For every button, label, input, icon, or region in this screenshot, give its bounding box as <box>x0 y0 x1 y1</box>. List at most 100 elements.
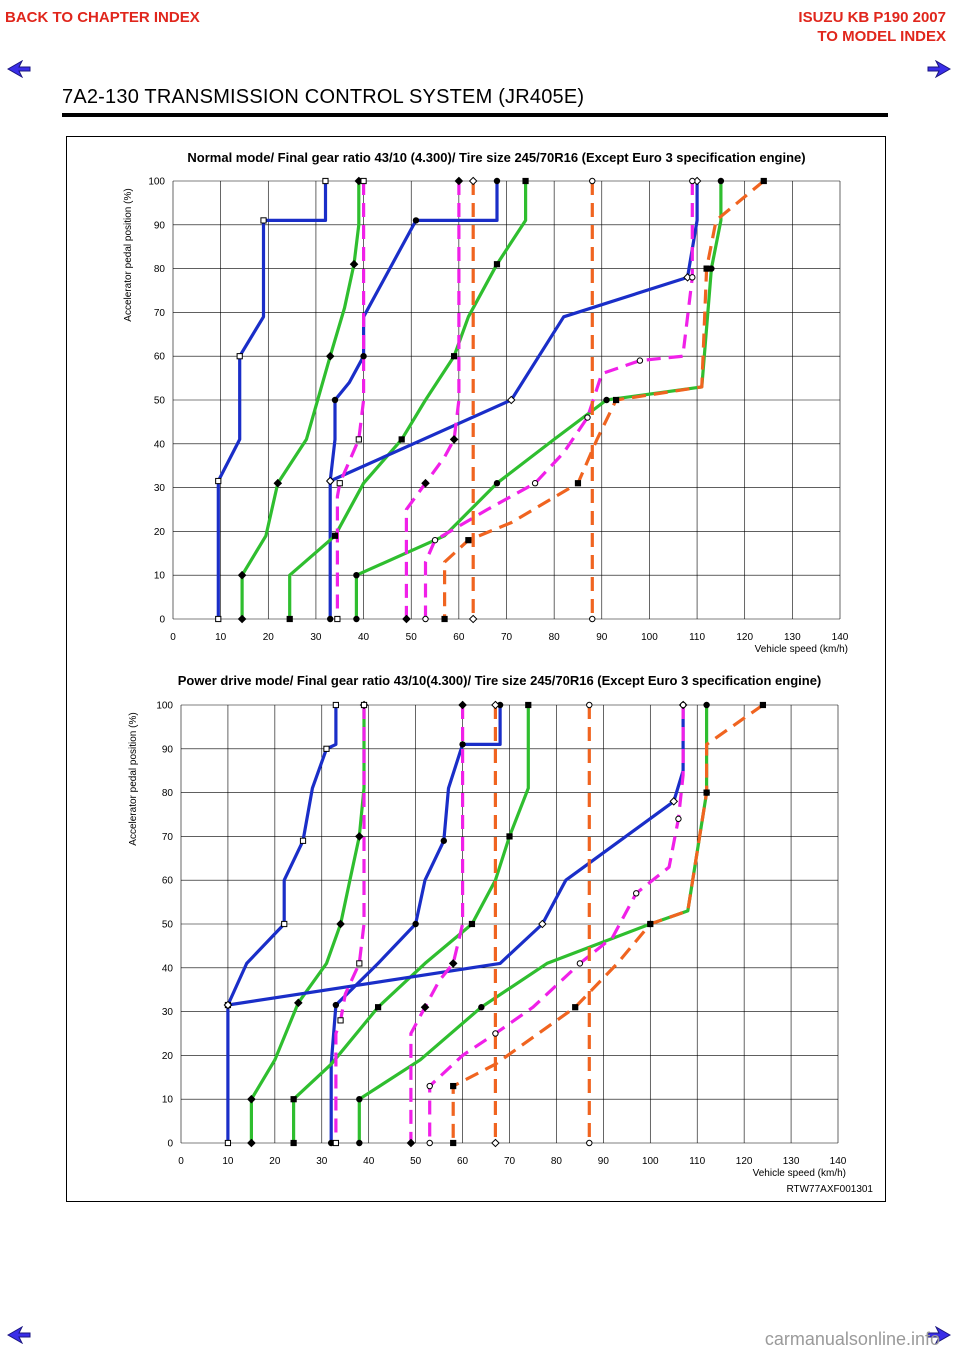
series-line-lock-up-off-3rd- <box>409 705 465 1143</box>
x-tick-label: 120 <box>736 632 753 643</box>
data-point-marker <box>584 414 591 421</box>
data-point-marker <box>506 833 513 840</box>
data-point-marker <box>458 700 467 710</box>
data-point-marker <box>492 1030 499 1037</box>
next-page-arrow-icon[interactable] <box>926 1326 952 1344</box>
data-point-marker <box>468 176 478 186</box>
data-point-marker <box>247 1138 256 1148</box>
series-line-lock-up-on-3rd- <box>335 181 366 619</box>
data-point-marker <box>286 615 293 623</box>
data-point-marker <box>356 960 363 967</box>
x-tick-label: 70 <box>501 632 513 643</box>
data-point-marker <box>703 701 710 709</box>
data-point-marker <box>322 177 329 185</box>
y-tick-label: 10 <box>154 571 166 582</box>
data-point-marker <box>323 745 330 752</box>
data-point-marker <box>223 1000 233 1010</box>
y-tick-label: 20 <box>154 527 166 538</box>
chart-title: Power drive mode/ Final gear ratio 43/10… <box>178 673 822 688</box>
data-point-marker <box>290 1096 297 1103</box>
data-point-marker <box>493 177 501 185</box>
x-tick-label: 0 <box>170 632 176 643</box>
y-tick-label: 10 <box>162 1095 174 1106</box>
data-point-marker <box>633 890 640 897</box>
data-point-marker <box>420 1002 430 1012</box>
data-point-marker <box>675 815 682 823</box>
data-point-marker <box>574 480 582 487</box>
y-tick-label: 0 <box>159 615 165 626</box>
data-point-marker <box>336 480 343 487</box>
x-tick-label: 30 <box>310 632 322 643</box>
data-point-marker <box>679 701 687 709</box>
back-to-chapter-index-link[interactable]: BACK TO CHAPTER INDEX <box>5 9 200 26</box>
next-page-arrow-icon[interactable] <box>926 60 952 78</box>
data-point-marker <box>260 217 267 224</box>
x-tick-label: 40 <box>363 1156 375 1167</box>
data-point-marker <box>612 396 620 404</box>
data-point-marker <box>294 998 303 1008</box>
data-point-marker <box>375 1004 382 1011</box>
y-tick-label: 40 <box>154 439 166 450</box>
header-divider <box>62 113 888 117</box>
data-point-marker <box>426 1082 433 1090</box>
data-point-marker <box>576 960 584 967</box>
model-title-link[interactable]: ISUZU KB P190 2007 <box>798 9 946 26</box>
prev-page-arrow-icon[interactable] <box>6 1326 32 1344</box>
series-line-3-2-downshift <box>288 181 528 619</box>
data-point-marker <box>589 615 596 623</box>
data-point-marker <box>355 832 364 841</box>
to-model-index-link[interactable]: TO MODEL INDEX <box>817 28 946 45</box>
y-tick-label: 50 <box>162 920 174 931</box>
data-point-marker <box>356 1139 363 1147</box>
chart-title: Normal mode/ Final gear ratio 43/10 (4.3… <box>187 150 805 165</box>
x-tick-label: 120 <box>736 1156 753 1167</box>
series-line-2-1-downshift <box>240 181 361 619</box>
data-point-marker <box>636 357 644 364</box>
series-line-lock-up-on-3rd- <box>334 705 366 1143</box>
data-point-marker <box>421 478 430 488</box>
y-axis-label: Accelerator pedal position (%) <box>123 188 134 321</box>
y-tick-label: 80 <box>154 264 166 275</box>
y-axis-label: Accelerator pedal position (%) <box>128 712 139 845</box>
data-point-marker <box>290 1139 297 1147</box>
x-axis-label: Vehicle speed (km/h) <box>755 644 848 655</box>
data-point-marker <box>450 353 458 360</box>
x-tick-label: 110 <box>689 632 705 643</box>
data-point-marker <box>586 1139 593 1147</box>
data-point-marker <box>703 789 710 796</box>
x-tick-label: 90 <box>598 1156 610 1167</box>
data-point-marker <box>332 701 339 709</box>
data-point-marker <box>360 701 368 709</box>
data-point-marker <box>237 614 247 624</box>
chart-2: Power drive mode/ Final gear ratio 43/10… <box>128 673 873 1195</box>
data-point-marker <box>759 701 767 709</box>
series-line-lock-up-off-4th- <box>451 703 764 1143</box>
data-point-marker <box>450 1082 457 1090</box>
data-point-marker <box>337 1017 344 1024</box>
y-tick-label: 100 <box>156 701 173 712</box>
data-point-marker <box>353 572 360 579</box>
x-tick-label: 130 <box>784 632 801 643</box>
x-tick-label: 10 <box>222 1156 234 1167</box>
x-tick-label: 40 <box>358 632 370 643</box>
x-tick-label: 30 <box>316 1156 328 1167</box>
data-point-marker <box>356 1096 363 1103</box>
data-point-marker <box>325 351 335 361</box>
series-line-4-3-downshift <box>354 181 723 619</box>
x-tick-label: 90 <box>596 632 608 643</box>
data-point-marker <box>353 615 360 623</box>
data-point-marker <box>468 614 478 624</box>
data-point-marker <box>402 614 411 624</box>
data-point-marker <box>327 615 334 623</box>
data-point-marker <box>422 615 429 623</box>
y-tick-label: 70 <box>162 832 174 843</box>
y-tick-label: 60 <box>162 876 174 887</box>
watermark-text: carmanualsonline.info <box>764 1329 940 1349</box>
series-line-2-1-downshift <box>249 705 366 1143</box>
series-line-3-2-downshift <box>292 705 530 1143</box>
y-tick-label: 30 <box>154 483 166 494</box>
prev-page-arrow-icon[interactable] <box>6 60 32 78</box>
data-point-marker <box>360 177 367 185</box>
data-point-marker <box>247 1094 256 1104</box>
data-point-marker <box>412 920 419 928</box>
